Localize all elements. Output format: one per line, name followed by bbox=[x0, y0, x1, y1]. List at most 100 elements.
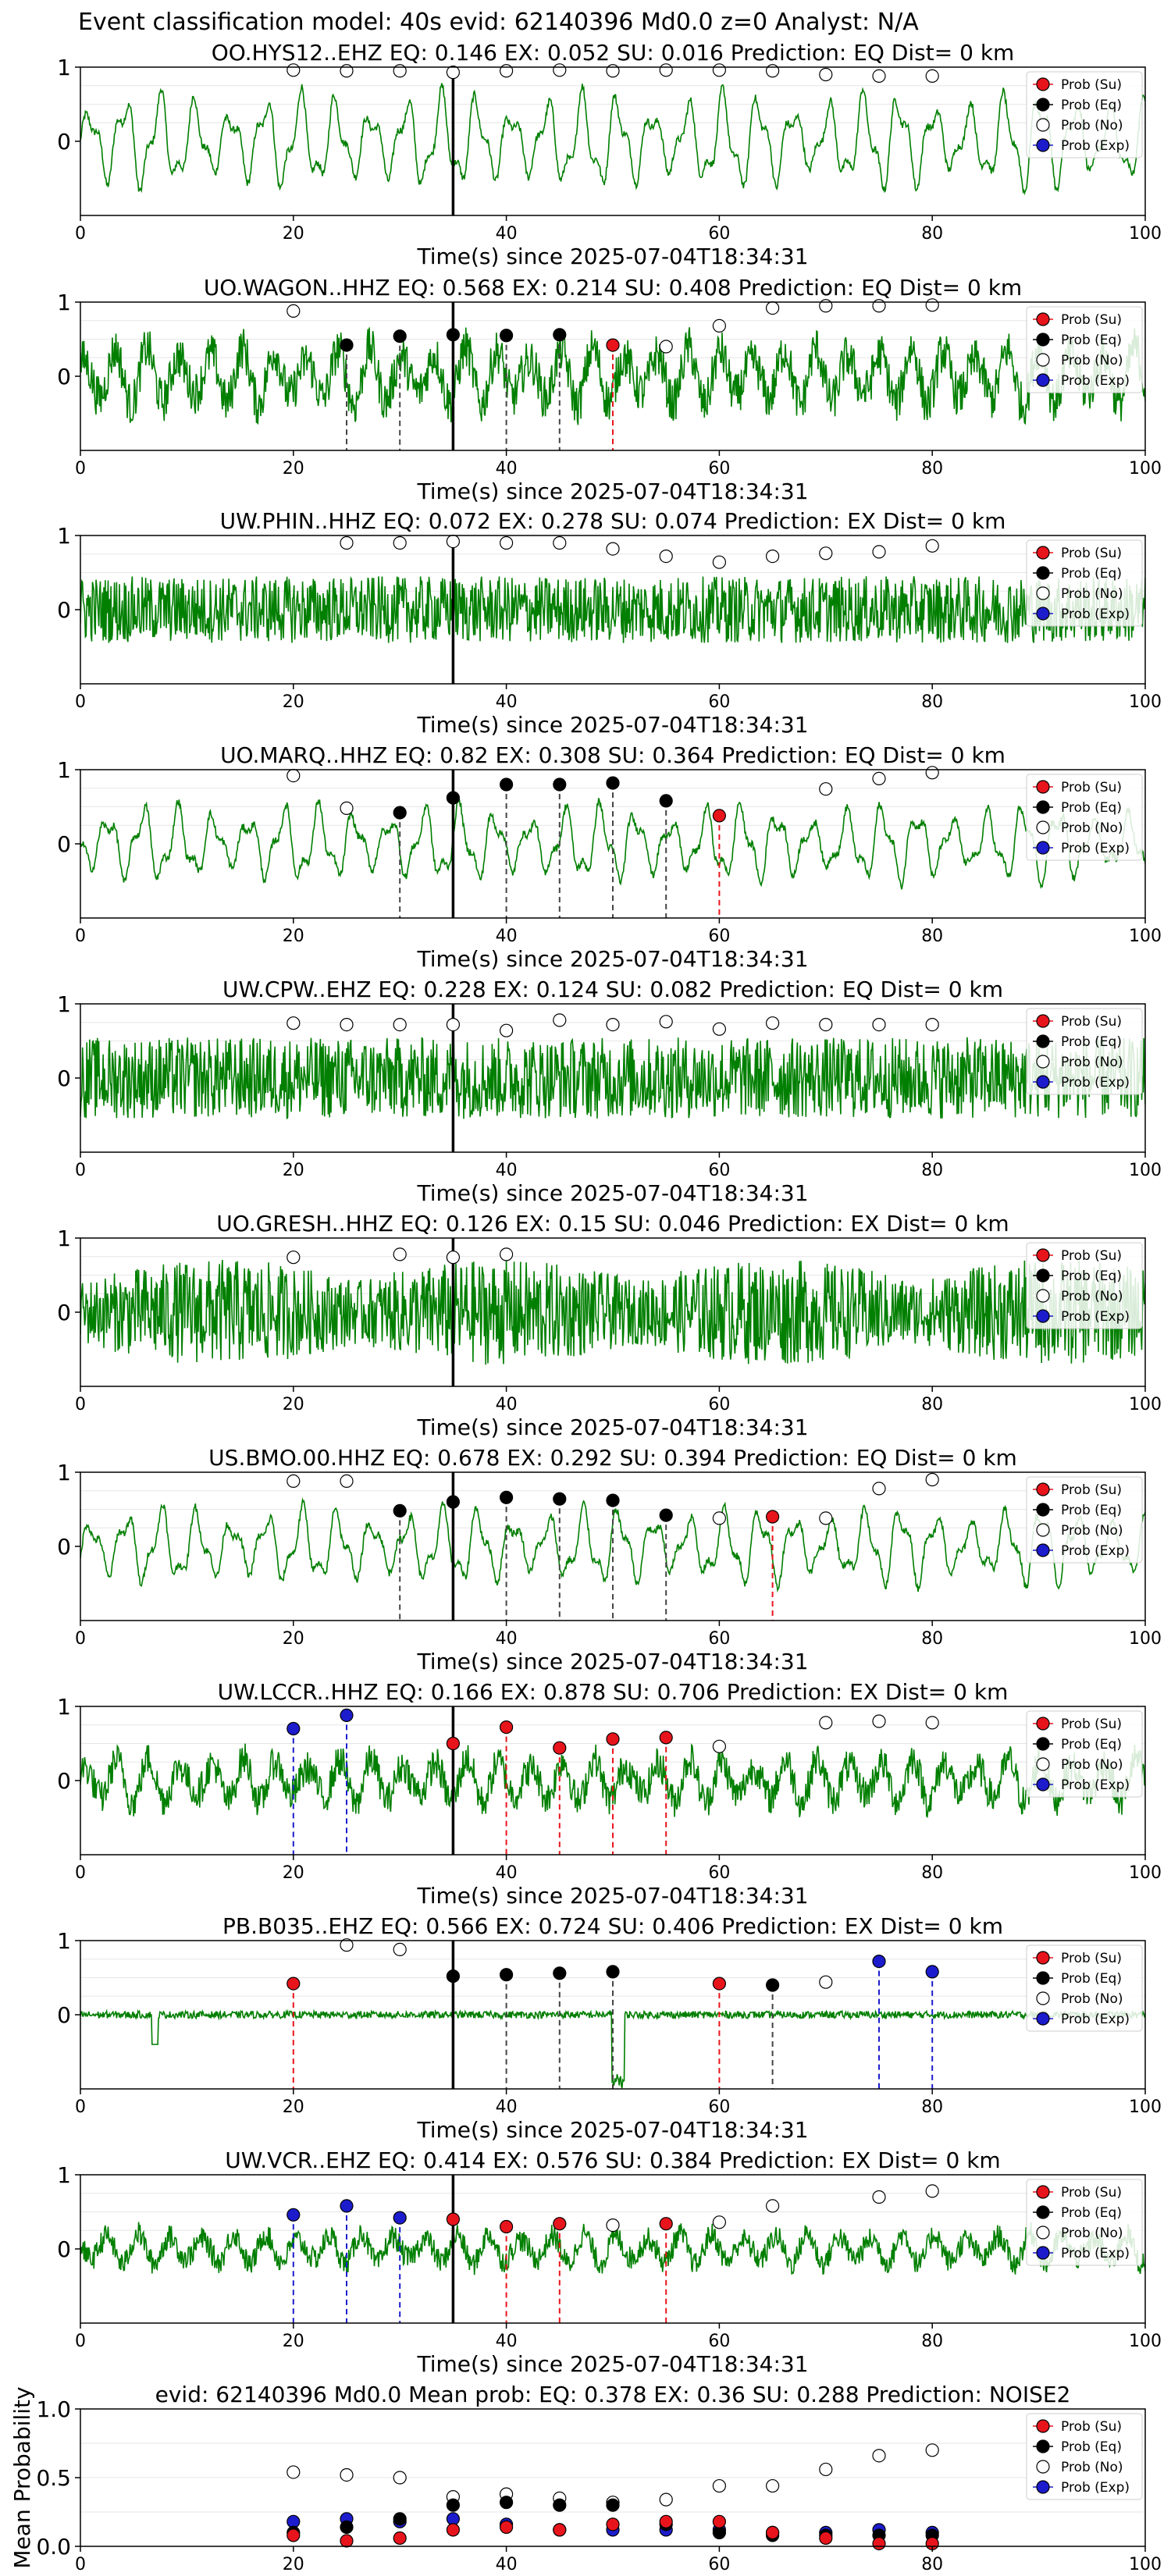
prob-point-su bbox=[606, 1732, 620, 1746]
x-tick-label: 100 bbox=[1129, 2332, 1162, 2351]
panel-11: evid: 62140396 Md0.0 Mean prob: EQ: 0.37… bbox=[9, 2382, 1162, 2574]
prob-point-no bbox=[446, 1251, 461, 1265]
prob-point-no bbox=[872, 545, 886, 559]
legend-label-eq: Prob (Eq) bbox=[1061, 98, 1122, 113]
prob-point-su bbox=[606, 2517, 620, 2532]
x-tick-label: 80 bbox=[921, 224, 943, 244]
legend-label-no: Prob (No) bbox=[1061, 820, 1123, 836]
x-tick-label: 20 bbox=[283, 2332, 304, 2351]
prob-point-exp bbox=[393, 2211, 407, 2225]
legend-marker-su bbox=[1036, 546, 1050, 560]
prob-point-no bbox=[659, 1015, 673, 1029]
y-tick-label: 0 bbox=[57, 597, 71, 623]
x-tick-label: 20 bbox=[283, 1395, 304, 1414]
prob-point-no bbox=[446, 534, 461, 549]
y-tick-label: 0 bbox=[57, 2002, 71, 2028]
panel-4: UO.MARQ..HHZ EQ: 0.82 EX: 0.308 SU: 0.36… bbox=[57, 742, 1162, 972]
legend-box bbox=[1026, 774, 1143, 861]
legend-label-eq: Prob (Eq) bbox=[1061, 1737, 1122, 1752]
panel-title: PB.B035..EHZ EQ: 0.566 EX: 0.724 SU: 0.4… bbox=[222, 1913, 1003, 1939]
prob-point-no bbox=[659, 549, 673, 564]
x-tick-label: 0 bbox=[75, 2555, 86, 2574]
legend-label-su: Prob (Su) bbox=[1061, 1951, 1122, 1966]
x-tick-label: 20 bbox=[283, 927, 304, 946]
legend-label-exp: Prob (Exp) bbox=[1061, 373, 1130, 389]
prob-point-su bbox=[712, 1976, 727, 1991]
legend-marker-su bbox=[1036, 1717, 1050, 1731]
x-tick-label: 80 bbox=[921, 2555, 943, 2574]
legend-label-no: Prob (No) bbox=[1061, 353, 1123, 368]
prob-point-no bbox=[340, 64, 354, 78]
x-axis-label: Time(s) since 2025-07-04T18:34:31 bbox=[416, 946, 808, 972]
prob-point-su bbox=[819, 2531, 833, 2546]
prob-point-no bbox=[925, 1017, 939, 1032]
waveform-trace bbox=[80, 1035, 1145, 1120]
x-tick-label: 0 bbox=[75, 1161, 86, 1180]
legend-marker-exp bbox=[1036, 2480, 1050, 2494]
prob-point-eq bbox=[393, 2512, 407, 2526]
panel-1: OO.HYS12..EHZ EQ: 0.146 EX: 0.052 SU: 0.… bbox=[57, 40, 1162, 269]
prob-point-no bbox=[765, 301, 780, 315]
prob-point-su bbox=[765, 1510, 780, 1524]
legend-box bbox=[1026, 2413, 1143, 2500]
y-tick-label: 0.5 bbox=[36, 2465, 71, 2491]
x-tick-label: 100 bbox=[1129, 1863, 1162, 1883]
prob-point-eq bbox=[340, 2520, 354, 2534]
legend-label-eq: Prob (Eq) bbox=[1061, 333, 1122, 348]
legend-marker-no bbox=[1036, 586, 1050, 600]
legend-marker-su bbox=[1036, 77, 1050, 91]
prob-point-eq bbox=[499, 1968, 514, 1982]
x-tick-label: 100 bbox=[1129, 1629, 1162, 1649]
prob-point-no bbox=[925, 1716, 939, 1730]
prob-point-su bbox=[553, 1741, 567, 1755]
prob-point-su bbox=[393, 2531, 407, 2546]
legend-label-exp: Prob (Exp) bbox=[1061, 1543, 1130, 1559]
prob-point-su bbox=[659, 1731, 673, 1745]
prob-point-no bbox=[393, 1017, 407, 1032]
x-tick-label: 80 bbox=[921, 2097, 943, 2117]
prob-point-no bbox=[819, 1716, 833, 1730]
x-tick-label: 100 bbox=[1129, 692, 1162, 712]
panel-title: UO.WAGON..HHZ EQ: 0.568 EX: 0.214 SU: 0.… bbox=[204, 275, 1022, 301]
legend-label-su: Prob (Su) bbox=[1061, 2185, 1122, 2201]
prob-point-no bbox=[553, 63, 567, 77]
legend-label-su: Prob (Su) bbox=[1061, 780, 1122, 795]
x-tick-label: 0 bbox=[75, 1395, 86, 1414]
y-tick-label: 1.0 bbox=[36, 2396, 71, 2422]
x-tick-label: 40 bbox=[496, 1395, 518, 1414]
prob-point-no bbox=[712, 1739, 727, 1753]
legend-marker-eq bbox=[1036, 1971, 1050, 1985]
legend-label-eq: Prob (Eq) bbox=[1061, 566, 1122, 582]
x-tick-label: 40 bbox=[496, 1629, 518, 1649]
legend-marker-su bbox=[1036, 1951, 1050, 1965]
prob-point-no bbox=[712, 2215, 727, 2229]
legend-label-no: Prob (No) bbox=[1061, 1523, 1123, 1539]
prob-point-exp bbox=[925, 1965, 939, 1979]
y-tick-label: 0 bbox=[57, 1066, 71, 1091]
x-tick-label: 80 bbox=[921, 2332, 943, 2351]
x-tick-label: 100 bbox=[1129, 459, 1162, 479]
prob-point-su bbox=[499, 2520, 514, 2534]
prob-point-eq bbox=[499, 777, 514, 792]
panel-title: OO.HYS12..EHZ EQ: 0.146 EX: 0.052 SU: 0.… bbox=[212, 40, 1015, 66]
legend-marker-su bbox=[1036, 2419, 1050, 2433]
x-tick-label: 80 bbox=[921, 1395, 943, 1414]
legend-label-eq: Prob (Eq) bbox=[1061, 1971, 1122, 1987]
x-tick-label: 20 bbox=[283, 1629, 304, 1649]
legend-label-eq: Prob (Eq) bbox=[1061, 1503, 1122, 1518]
prob-point-no bbox=[659, 2492, 673, 2507]
prob-point-no bbox=[287, 1251, 301, 1265]
legend-label-no: Prob (No) bbox=[1061, 1055, 1123, 1070]
x-tick-label: 0 bbox=[75, 1863, 86, 1883]
waveform-trace bbox=[80, 2222, 1145, 2275]
legend-marker-no bbox=[1036, 1289, 1050, 1303]
y-tick-label: 1 bbox=[57, 1460, 71, 1485]
prob-point-su bbox=[872, 2536, 886, 2551]
legend-box bbox=[1026, 71, 1143, 158]
prob-point-no bbox=[712, 2478, 727, 2493]
panel-title: US.BMO.00.HHZ EQ: 0.678 EX: 0.292 SU: 0.… bbox=[208, 1445, 1017, 1471]
prob-point-eq bbox=[659, 794, 673, 808]
legend-marker-eq bbox=[1036, 566, 1050, 580]
legend-label-exp: Prob (Exp) bbox=[1061, 607, 1130, 622]
legend-label-su: Prob (Su) bbox=[1061, 1014, 1122, 1030]
